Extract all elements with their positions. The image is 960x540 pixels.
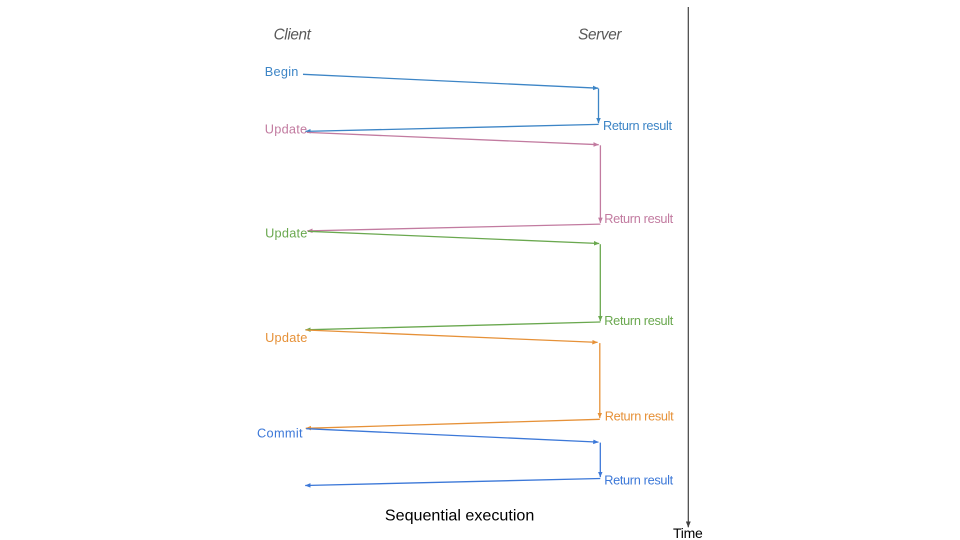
svg-text:Update: Update	[265, 226, 307, 241]
svg-text:Return result: Return result	[603, 118, 672, 133]
svg-text:Return result: Return result	[604, 313, 673, 328]
svg-text:Client: Client	[274, 27, 312, 44]
svg-text:Server: Server	[578, 27, 622, 44]
svg-text:Sequential execution: Sequential execution	[385, 507, 534, 525]
svg-text:Return result: Return result	[604, 211, 673, 226]
svg-text:Return result: Return result	[605, 408, 674, 423]
svg-text:Begin: Begin	[265, 64, 299, 79]
svg-text:Commit: Commit	[257, 425, 303, 440]
svg-text:Update: Update	[265, 330, 307, 345]
svg-text:Time: Time	[673, 525, 703, 540]
svg-text:Return result: Return result	[604, 473, 673, 488]
svg-text:Update: Update	[265, 121, 307, 136]
